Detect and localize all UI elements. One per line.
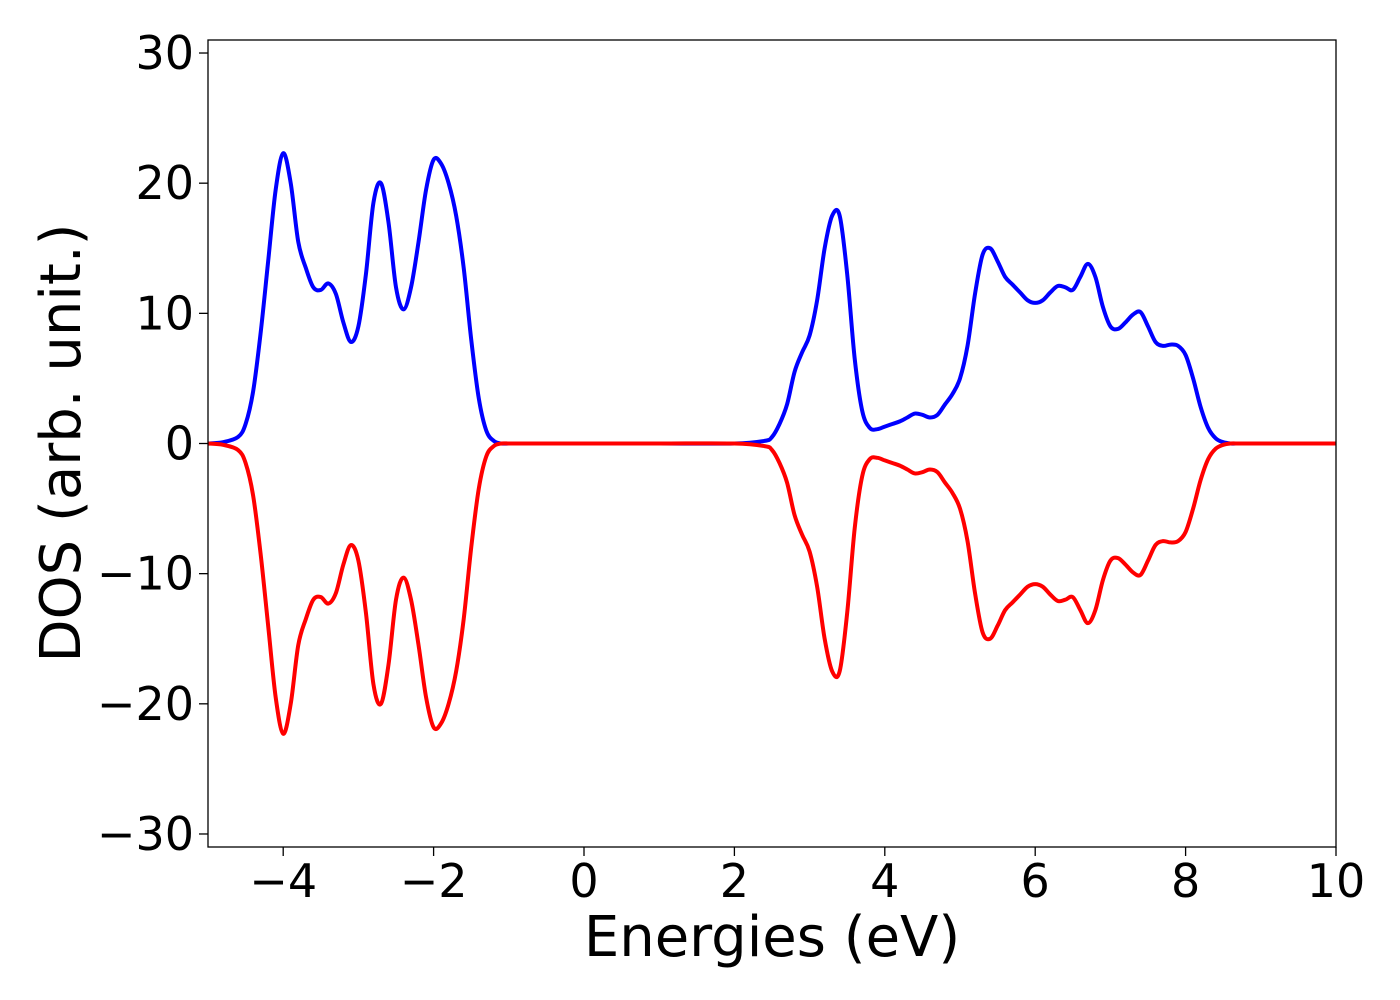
x-tick-label: 0 — [569, 854, 598, 908]
x-tick-label: −2 — [400, 854, 468, 908]
y-tick-label: 20 — [135, 156, 194, 210]
series-line-2 — [208, 441, 1336, 736]
x-axis-title: Energies (eV) — [584, 905, 960, 970]
y-tick-label: −10 — [97, 547, 194, 601]
series-layer — [208, 151, 1336, 736]
y-tick-label: 0 — [165, 417, 194, 471]
y-tick-label: −20 — [97, 677, 194, 731]
x-tick-label: 2 — [720, 854, 749, 908]
series-line-1 — [208, 151, 1336, 446]
y-axis-title: DOS (arb. unit.) — [29, 223, 94, 662]
y-axis: 30 20 10 0 −10 −20 −30 — [97, 26, 208, 861]
x-tick-label: −4 — [249, 854, 317, 908]
y-tick-label: 10 — [135, 286, 194, 340]
plot-frame — [207, 39, 1337, 848]
x-tick-label: 6 — [1021, 854, 1050, 908]
y-tick-label: 30 — [135, 26, 194, 80]
x-tick-label: 8 — [1171, 854, 1200, 908]
x-tick-label: 4 — [870, 854, 899, 908]
x-tick-label: 10 — [1307, 854, 1366, 908]
x-axis: −4 −2 0 2 4 6 8 10 — [249, 847, 1365, 908]
y-tick-label: −30 — [97, 807, 194, 861]
